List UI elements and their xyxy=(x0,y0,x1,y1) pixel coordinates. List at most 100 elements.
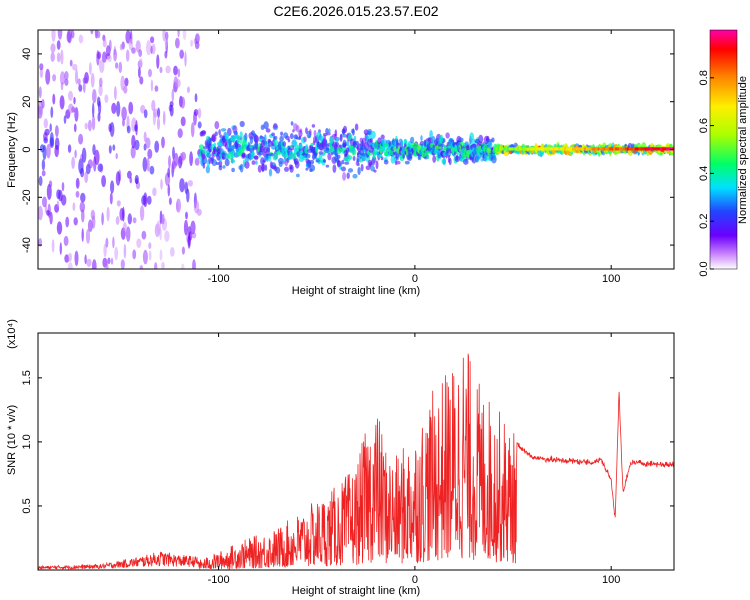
spectrogram-cell xyxy=(46,183,52,200)
spectrogram-cell xyxy=(90,72,95,88)
spectrogram-cell xyxy=(289,133,294,140)
spectrogram-cell xyxy=(330,152,334,156)
spectrogram-cell xyxy=(495,147,498,151)
spectrogram-cell xyxy=(148,68,152,78)
spectrogram-cell xyxy=(560,147,563,151)
spectrogram-cell xyxy=(152,187,157,197)
spectrogram-cell xyxy=(176,198,181,213)
spectrogram-cell xyxy=(123,85,128,94)
spectrogram-cell xyxy=(130,145,136,159)
spectrogram-cell xyxy=(305,167,309,171)
spectrogram-cell xyxy=(365,165,371,171)
spectrogram-cell xyxy=(41,159,46,171)
spectrogram-cell xyxy=(249,144,253,149)
spectrogram-cell xyxy=(82,80,86,93)
colorbar-tick-label: 0.4 xyxy=(698,166,710,181)
spectrogram-cell xyxy=(617,147,620,151)
spectrogram-cell xyxy=(501,147,504,151)
spectrogram-cell xyxy=(134,124,138,132)
spectrogram-y-ticks: -40 -20 0 20 40 xyxy=(21,48,674,253)
spectrogram-cell xyxy=(157,107,161,118)
spectrogram-cell xyxy=(346,172,350,179)
spectrogram-cell xyxy=(115,171,121,186)
spectrogram-cell xyxy=(315,159,321,163)
spectrogram-cell xyxy=(463,158,469,165)
spectrogram-cell xyxy=(621,147,624,151)
spectrogram-cell xyxy=(230,159,236,163)
spectrogram-cell xyxy=(140,104,146,114)
spectrogram-cell xyxy=(538,147,541,151)
spectrogram-cell xyxy=(110,257,114,265)
spectrogram-cell xyxy=(179,178,185,193)
spectrogram-cell xyxy=(626,147,630,151)
spectrogram-cell xyxy=(264,164,268,171)
spectrogram-cell xyxy=(233,130,238,136)
spectrogram-cell xyxy=(41,99,45,109)
spectrogram-cell xyxy=(108,39,112,51)
spectrogram-cell xyxy=(472,143,477,148)
spectrogram-cell xyxy=(224,158,230,167)
spectrogram-cell xyxy=(102,51,107,63)
spectrogram-cell xyxy=(107,55,112,63)
spectrogram-cell xyxy=(123,243,127,259)
spectrogram-cell xyxy=(74,250,79,266)
spectrogram-cell xyxy=(439,134,444,143)
spectrogram-cell xyxy=(110,180,115,194)
spectrogram-cell xyxy=(147,148,153,159)
spectrogram-cell xyxy=(609,147,612,151)
spectrogram-cell xyxy=(624,147,628,151)
spectrogram-cell xyxy=(178,155,183,169)
spectrogram-cell xyxy=(490,154,496,158)
spectrogram-cell xyxy=(509,147,512,151)
spectrogram-cell xyxy=(375,160,379,170)
spectrogram-cell xyxy=(236,134,241,144)
spectrogram-cell xyxy=(253,155,259,160)
spectrogram-cell xyxy=(146,40,152,56)
spectrogram-cell xyxy=(90,30,94,35)
spectrogram-cell xyxy=(646,147,649,151)
spectrogram-x-label: Height of straight line (km) xyxy=(292,285,420,297)
spectrogram-cell xyxy=(446,148,450,154)
spectrogram-cell xyxy=(432,155,437,163)
spectrogram-cell xyxy=(339,133,343,142)
spectrogram-cell xyxy=(353,135,357,142)
spectrogram-cell xyxy=(499,147,502,151)
spectrogram-cell xyxy=(92,144,96,156)
spectrogram-cell xyxy=(106,206,110,222)
spectrogram-cell xyxy=(85,229,91,244)
spectrogram-cell xyxy=(282,141,287,147)
spectrogram-cell xyxy=(401,147,405,155)
colorbar-ticks: 0.0 0.2 0.4 0.6 0.8 xyxy=(698,70,714,277)
spectrogram-cell xyxy=(603,147,606,151)
spectrogram-cell xyxy=(51,239,55,253)
spectrogram-cell xyxy=(327,152,332,161)
spectrogram-cell xyxy=(69,59,73,67)
spectrogram-cell xyxy=(517,147,520,151)
spectrogram-cell xyxy=(445,132,450,139)
spectrogram-cell xyxy=(672,147,674,151)
spectrogram-cell xyxy=(80,192,86,203)
spectrogram-cell xyxy=(56,200,60,208)
spectrogram-cell xyxy=(78,34,84,44)
spectrogram-cell xyxy=(67,30,73,44)
spectrogram-cell xyxy=(632,147,635,151)
spectrogram-cell xyxy=(361,140,364,146)
spectrogram-cell xyxy=(45,68,51,85)
spectrogram-cell xyxy=(615,147,618,151)
spectrogram-cell xyxy=(347,168,354,173)
snr-background xyxy=(38,333,674,570)
spectrogram-cell xyxy=(562,147,565,151)
spectrogram-cell xyxy=(65,216,70,228)
spectrogram-cell xyxy=(154,262,158,269)
spectrogram-cell xyxy=(125,226,131,242)
spectrogram-cell xyxy=(182,30,187,40)
spectrogram-cell xyxy=(597,147,600,151)
spectrogram-cell xyxy=(77,78,81,86)
spectrogram-cell xyxy=(105,262,109,269)
spectrogram-cell xyxy=(662,147,665,151)
spectrogram-cell xyxy=(73,96,76,105)
spectrogram-cell xyxy=(348,155,353,160)
spectrogram-cell xyxy=(81,147,87,163)
spectrogram-cell xyxy=(658,147,661,151)
spectrogram-cell xyxy=(328,128,331,134)
